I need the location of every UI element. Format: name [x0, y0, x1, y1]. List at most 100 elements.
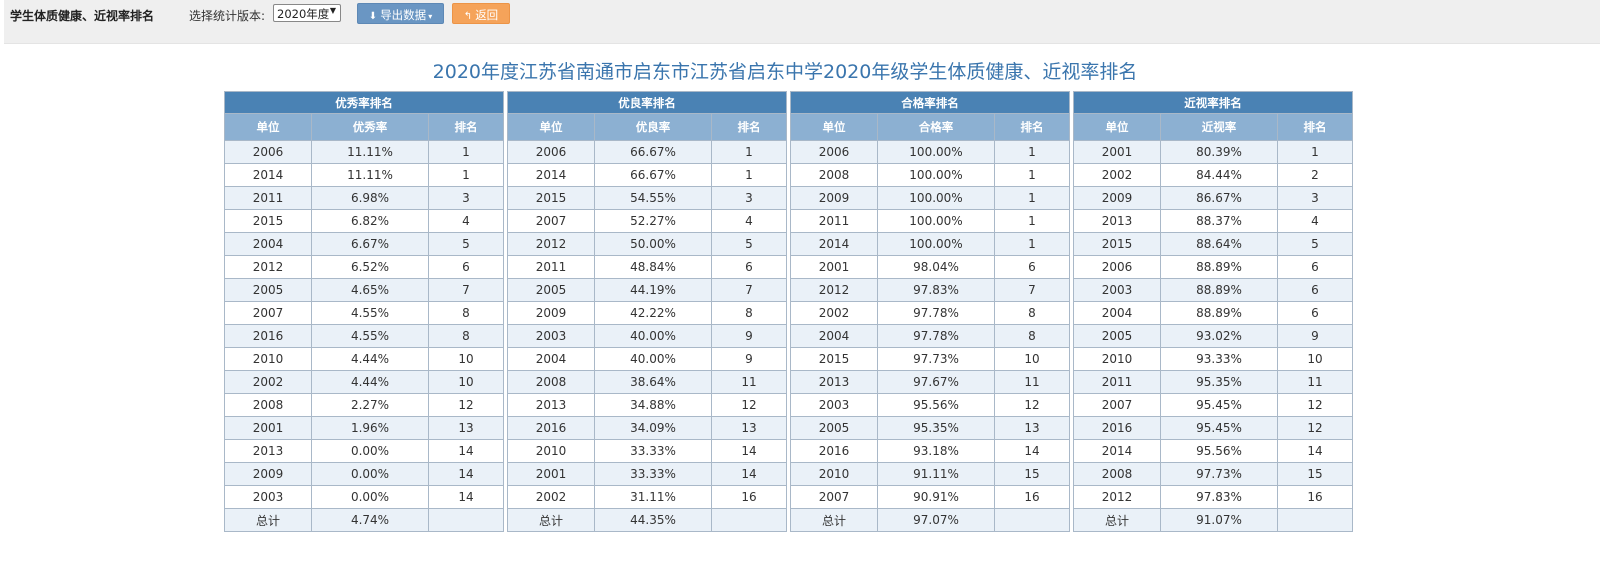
rate-cell: 95.45% [1160, 416, 1278, 440]
table-row: 2013 97.67% 11 [790, 370, 1070, 394]
rate-cell: 11.11% [311, 163, 429, 187]
rank-cell: 14 [428, 439, 504, 463]
rate-cell: 88.89% [1160, 301, 1278, 325]
rank-cell: 6 [1277, 301, 1353, 325]
column-header: 合格率 [877, 113, 995, 141]
unit-cell: 2005 [790, 416, 878, 440]
rate-cell: 93.02% [1160, 324, 1278, 348]
unit-cell: 2001 [1073, 140, 1161, 164]
unit-cell: 2012 [790, 278, 878, 302]
rank-cell: 15 [1277, 462, 1353, 486]
rank-cell: 1 [711, 140, 787, 164]
rate-cell: 93.18% [877, 439, 995, 463]
rate-cell: 100.00% [877, 209, 995, 233]
unit-cell: 2003 [224, 485, 312, 509]
rate-cell: 4.44% [311, 347, 429, 371]
unit-cell: 2005 [1073, 324, 1161, 348]
unit-cell: 2008 [1073, 462, 1161, 486]
rank-cell: 3 [711, 186, 787, 210]
table-row: 2001 33.33% 14 [507, 462, 787, 486]
table-row: 2002 97.78% 8 [790, 301, 1070, 325]
rate-cell: 97.78% [877, 324, 995, 348]
rate-cell: 95.45% [1160, 393, 1278, 417]
unit-cell: 2007 [507, 209, 595, 233]
rate-cell: 98.04% [877, 255, 995, 279]
column-header: 单位 [1073, 113, 1161, 141]
rate-cell: 40.00% [594, 347, 712, 371]
unit-cell: 2016 [790, 439, 878, 463]
excellent-rate-ranking-table: 优秀率排名 单位 优秀率 排名 2006 11.11% 1 2014 11.11% 1 2011 6.… [224, 91, 504, 532]
unit-cell: 2004 [224, 232, 312, 256]
rate-cell: 4.44% [311, 370, 429, 394]
rank-cell: 4 [1277, 209, 1353, 233]
column-header: 排名 [1277, 113, 1353, 141]
ranking-table: 优良率排名 单位 优良率 排名 2006 66.67% 1 2014 66.67% 1 2015 54… [507, 91, 787, 532]
unit-cell: 2006 [1073, 255, 1161, 279]
table-row: 2009 100.00% 1 [790, 186, 1070, 210]
rate-cell: 0.00% [311, 485, 429, 509]
unit-cell: 2013 [507, 393, 595, 417]
rank-cell: 9 [711, 324, 787, 348]
unit-cell: 2012 [507, 232, 595, 256]
unit-cell: 2002 [790, 301, 878, 325]
rank-cell: 13 [994, 416, 1070, 440]
table-row: 2005 4.65% 7 [224, 278, 504, 302]
rate-cell: 11.11% [311, 140, 429, 164]
unit-cell: 2016 [507, 416, 595, 440]
table-row: 2008 100.00% 1 [790, 163, 1070, 187]
rate-cell: 4.55% [311, 301, 429, 325]
unit-cell: 2001 [790, 255, 878, 279]
table-row: 2012 97.83% 16 [1073, 485, 1353, 509]
version-label: 选择统计版本: [189, 9, 266, 23]
ranking-table: 优秀率排名 单位 优秀率 排名 2006 11.11% 1 2014 11.11% 1 2011 6.… [224, 91, 504, 532]
version-select[interactable]: 2020年度 ▼ [273, 4, 341, 22]
table-row: 2009 0.00% 14 [224, 462, 504, 486]
rank-cell: 1 [994, 163, 1070, 187]
unit-cell: 2001 [224, 416, 312, 440]
rank-cell: 6 [994, 255, 1070, 279]
table-row: 2002 4.44% 10 [224, 370, 504, 394]
table-row: 2004 6.67% 5 [224, 232, 504, 256]
rate-cell: 95.35% [1160, 370, 1278, 394]
rank-cell: 5 [428, 232, 504, 256]
rate-cell: 66.67% [594, 163, 712, 187]
rate-cell: 33.33% [594, 439, 712, 463]
rank-cell: 1 [994, 140, 1070, 164]
rank-cell: 12 [711, 393, 787, 417]
unit-cell: 2002 [507, 485, 595, 509]
table-row: 2003 0.00% 14 [224, 485, 504, 509]
rank-cell: 11 [1277, 370, 1353, 394]
table-row: 2008 2.27% 12 [224, 393, 504, 417]
rate-cell: 91.07% [1160, 508, 1278, 532]
rank-cell: 6 [1277, 278, 1353, 302]
export-button[interactable]: ⬇ 导出数据 ▾ [357, 3, 444, 24]
rank-cell: 8 [428, 324, 504, 348]
table-row: 2010 33.33% 14 [507, 439, 787, 463]
table-row: 2012 50.00% 5 [507, 232, 787, 256]
table-group-header: 合格率排名 [790, 91, 1070, 114]
rate-cell: 97.83% [877, 278, 995, 302]
unit-cell: 2014 [1073, 439, 1161, 463]
unit-cell: 2007 [224, 301, 312, 325]
rate-cell: 38.64% [594, 370, 712, 394]
unit-cell: 2009 [1073, 186, 1161, 210]
table-row: 2016 4.55% 8 [224, 324, 504, 348]
back-button[interactable]: ↰ 返回 [452, 3, 510, 24]
table-row: 2008 97.73% 15 [1073, 462, 1353, 486]
unit-cell: 总计 [1073, 508, 1161, 532]
total-row: 总计 44.35% [507, 508, 787, 532]
unit-cell: 2011 [1073, 370, 1161, 394]
rank-cell: 8 [428, 301, 504, 325]
rank-cell: 5 [1277, 232, 1353, 256]
rank-cell: 16 [1277, 485, 1353, 509]
table-row: 2004 88.89% 6 [1073, 301, 1353, 325]
table-row: 2001 80.39% 1 [1073, 140, 1353, 164]
table-row: 2010 93.33% 10 [1073, 347, 1353, 371]
rank-cell: 12 [1277, 393, 1353, 417]
rate-cell: 97.83% [1160, 485, 1278, 509]
column-header: 近视率 [1160, 113, 1278, 141]
rate-cell: 80.39% [1160, 140, 1278, 164]
rank-cell: 4 [711, 209, 787, 233]
unit-cell: 2013 [1073, 209, 1161, 233]
table-row: 2007 95.45% 12 [1073, 393, 1353, 417]
